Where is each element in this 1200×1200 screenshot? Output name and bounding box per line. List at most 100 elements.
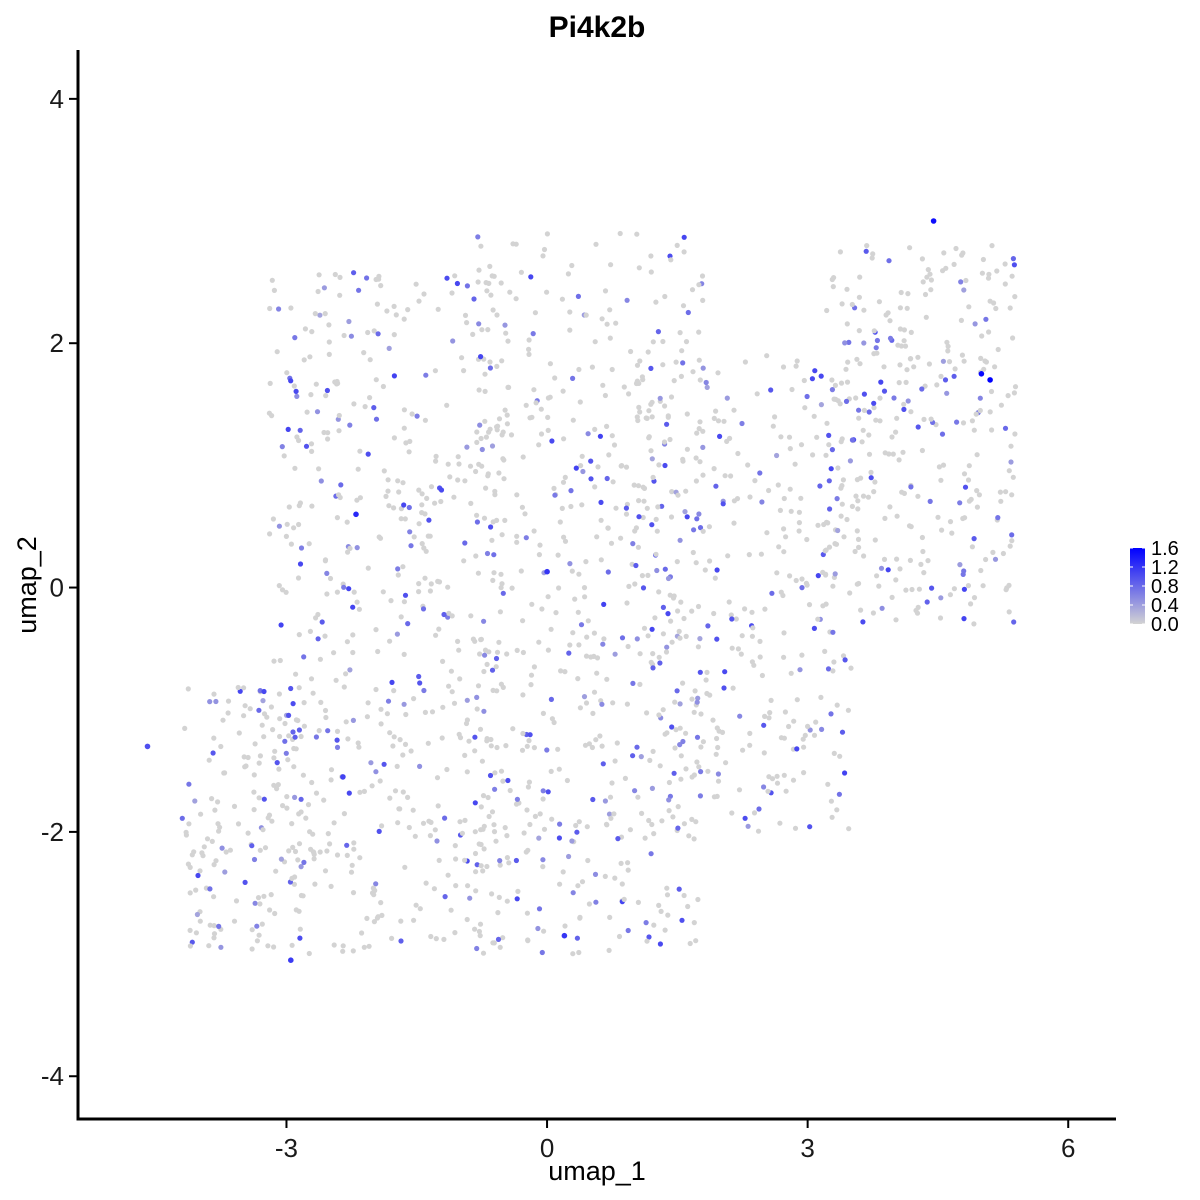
cell-point bbox=[296, 685, 302, 691]
cell-point bbox=[801, 770, 807, 776]
cell-point bbox=[201, 844, 207, 850]
cell-point bbox=[714, 735, 720, 742]
high-expression-point bbox=[561, 932, 568, 939]
cell-point bbox=[861, 340, 867, 346]
y-tick-label: 2 bbox=[50, 328, 64, 358]
cell-point bbox=[251, 772, 257, 778]
cell-point bbox=[575, 293, 582, 299]
cell-point bbox=[551, 485, 557, 491]
cell-point bbox=[373, 686, 379, 693]
cell-point bbox=[660, 604, 667, 611]
cell-point bbox=[391, 688, 397, 694]
cell-point bbox=[276, 766, 282, 772]
cell-point bbox=[854, 528, 860, 534]
cell-point bbox=[567, 642, 573, 648]
cell-point bbox=[351, 270, 357, 276]
cell-point bbox=[759, 672, 766, 679]
cell-point bbox=[518, 269, 525, 275]
cell-point bbox=[847, 590, 853, 596]
cell-point bbox=[729, 645, 735, 651]
cell-point bbox=[836, 791, 843, 797]
cell-point bbox=[212, 807, 218, 813]
cell-point bbox=[828, 798, 835, 804]
cell-point bbox=[856, 328, 862, 334]
cell-point bbox=[656, 589, 662, 595]
cell-point bbox=[298, 545, 305, 551]
cell-point bbox=[421, 291, 427, 297]
cell-point bbox=[788, 508, 794, 514]
cell-point bbox=[245, 754, 251, 761]
cell-point bbox=[384, 711, 390, 717]
cell-point bbox=[1012, 294, 1018, 300]
cell-point bbox=[694, 699, 700, 705]
cell-point bbox=[874, 337, 881, 344]
cell-point bbox=[725, 553, 731, 559]
cell-point bbox=[416, 521, 422, 527]
cell-point bbox=[861, 407, 868, 413]
cell-point bbox=[857, 361, 863, 367]
cell-point bbox=[422, 417, 428, 423]
cell-point bbox=[599, 743, 605, 749]
cell-point bbox=[301, 859, 307, 866]
cell-point bbox=[593, 241, 599, 247]
cell-point bbox=[186, 781, 192, 787]
cell-point bbox=[211, 894, 217, 900]
cell-point bbox=[350, 649, 356, 656]
cell-point bbox=[478, 354, 484, 360]
cell-point bbox=[219, 845, 225, 851]
cell-point bbox=[282, 738, 288, 744]
cell-point bbox=[900, 449, 906, 455]
cell-point bbox=[657, 763, 663, 769]
cell-point bbox=[473, 888, 479, 894]
cell-point bbox=[536, 639, 542, 645]
cell-point bbox=[441, 936, 447, 943]
cell-point bbox=[531, 528, 537, 534]
cell-point bbox=[958, 279, 964, 285]
cell-point bbox=[261, 688, 267, 695]
cell-point bbox=[601, 601, 607, 608]
high-expression-point bbox=[353, 511, 359, 518]
cell-point bbox=[818, 402, 825, 408]
cell-point bbox=[631, 482, 637, 488]
cell-point bbox=[680, 456, 686, 462]
cell-point bbox=[375, 331, 381, 337]
cell-point bbox=[829, 814, 835, 820]
cell-point bbox=[381, 468, 387, 474]
cell-point bbox=[863, 248, 869, 254]
cell-point bbox=[715, 778, 722, 784]
cell-point bbox=[402, 516, 408, 522]
cell-point bbox=[881, 556, 888, 563]
cell-point bbox=[677, 725, 683, 731]
cell-point bbox=[482, 371, 488, 377]
cell-point bbox=[758, 551, 765, 557]
cell-point bbox=[498, 681, 504, 687]
cell-point bbox=[858, 607, 864, 613]
cell-point bbox=[792, 825, 799, 831]
cell-point bbox=[567, 309, 573, 315]
cell-point bbox=[962, 484, 969, 490]
cell-point bbox=[472, 829, 478, 835]
cell-point bbox=[371, 405, 377, 411]
cell-point bbox=[211, 935, 217, 941]
cell-point bbox=[183, 832, 189, 838]
cell-point bbox=[529, 601, 535, 607]
cell-point bbox=[559, 296, 566, 302]
cell-point bbox=[373, 377, 379, 383]
cell-point bbox=[723, 760, 729, 766]
cell-point bbox=[666, 808, 672, 814]
cell-point bbox=[479, 446, 485, 453]
cell-point bbox=[657, 941, 664, 947]
cell-point bbox=[477, 726, 484, 732]
cell-point bbox=[456, 461, 462, 467]
cell-point bbox=[697, 377, 703, 383]
cell-point bbox=[211, 691, 217, 697]
cell-point bbox=[520, 649, 527, 656]
cell-point bbox=[334, 589, 340, 595]
cell-point bbox=[449, 689, 455, 695]
cell-point bbox=[256, 795, 262, 801]
cell-point bbox=[693, 819, 699, 825]
cell-point bbox=[678, 599, 684, 605]
cell-point bbox=[391, 734, 397, 740]
cell-point bbox=[961, 568, 967, 574]
cell-point bbox=[272, 910, 278, 917]
